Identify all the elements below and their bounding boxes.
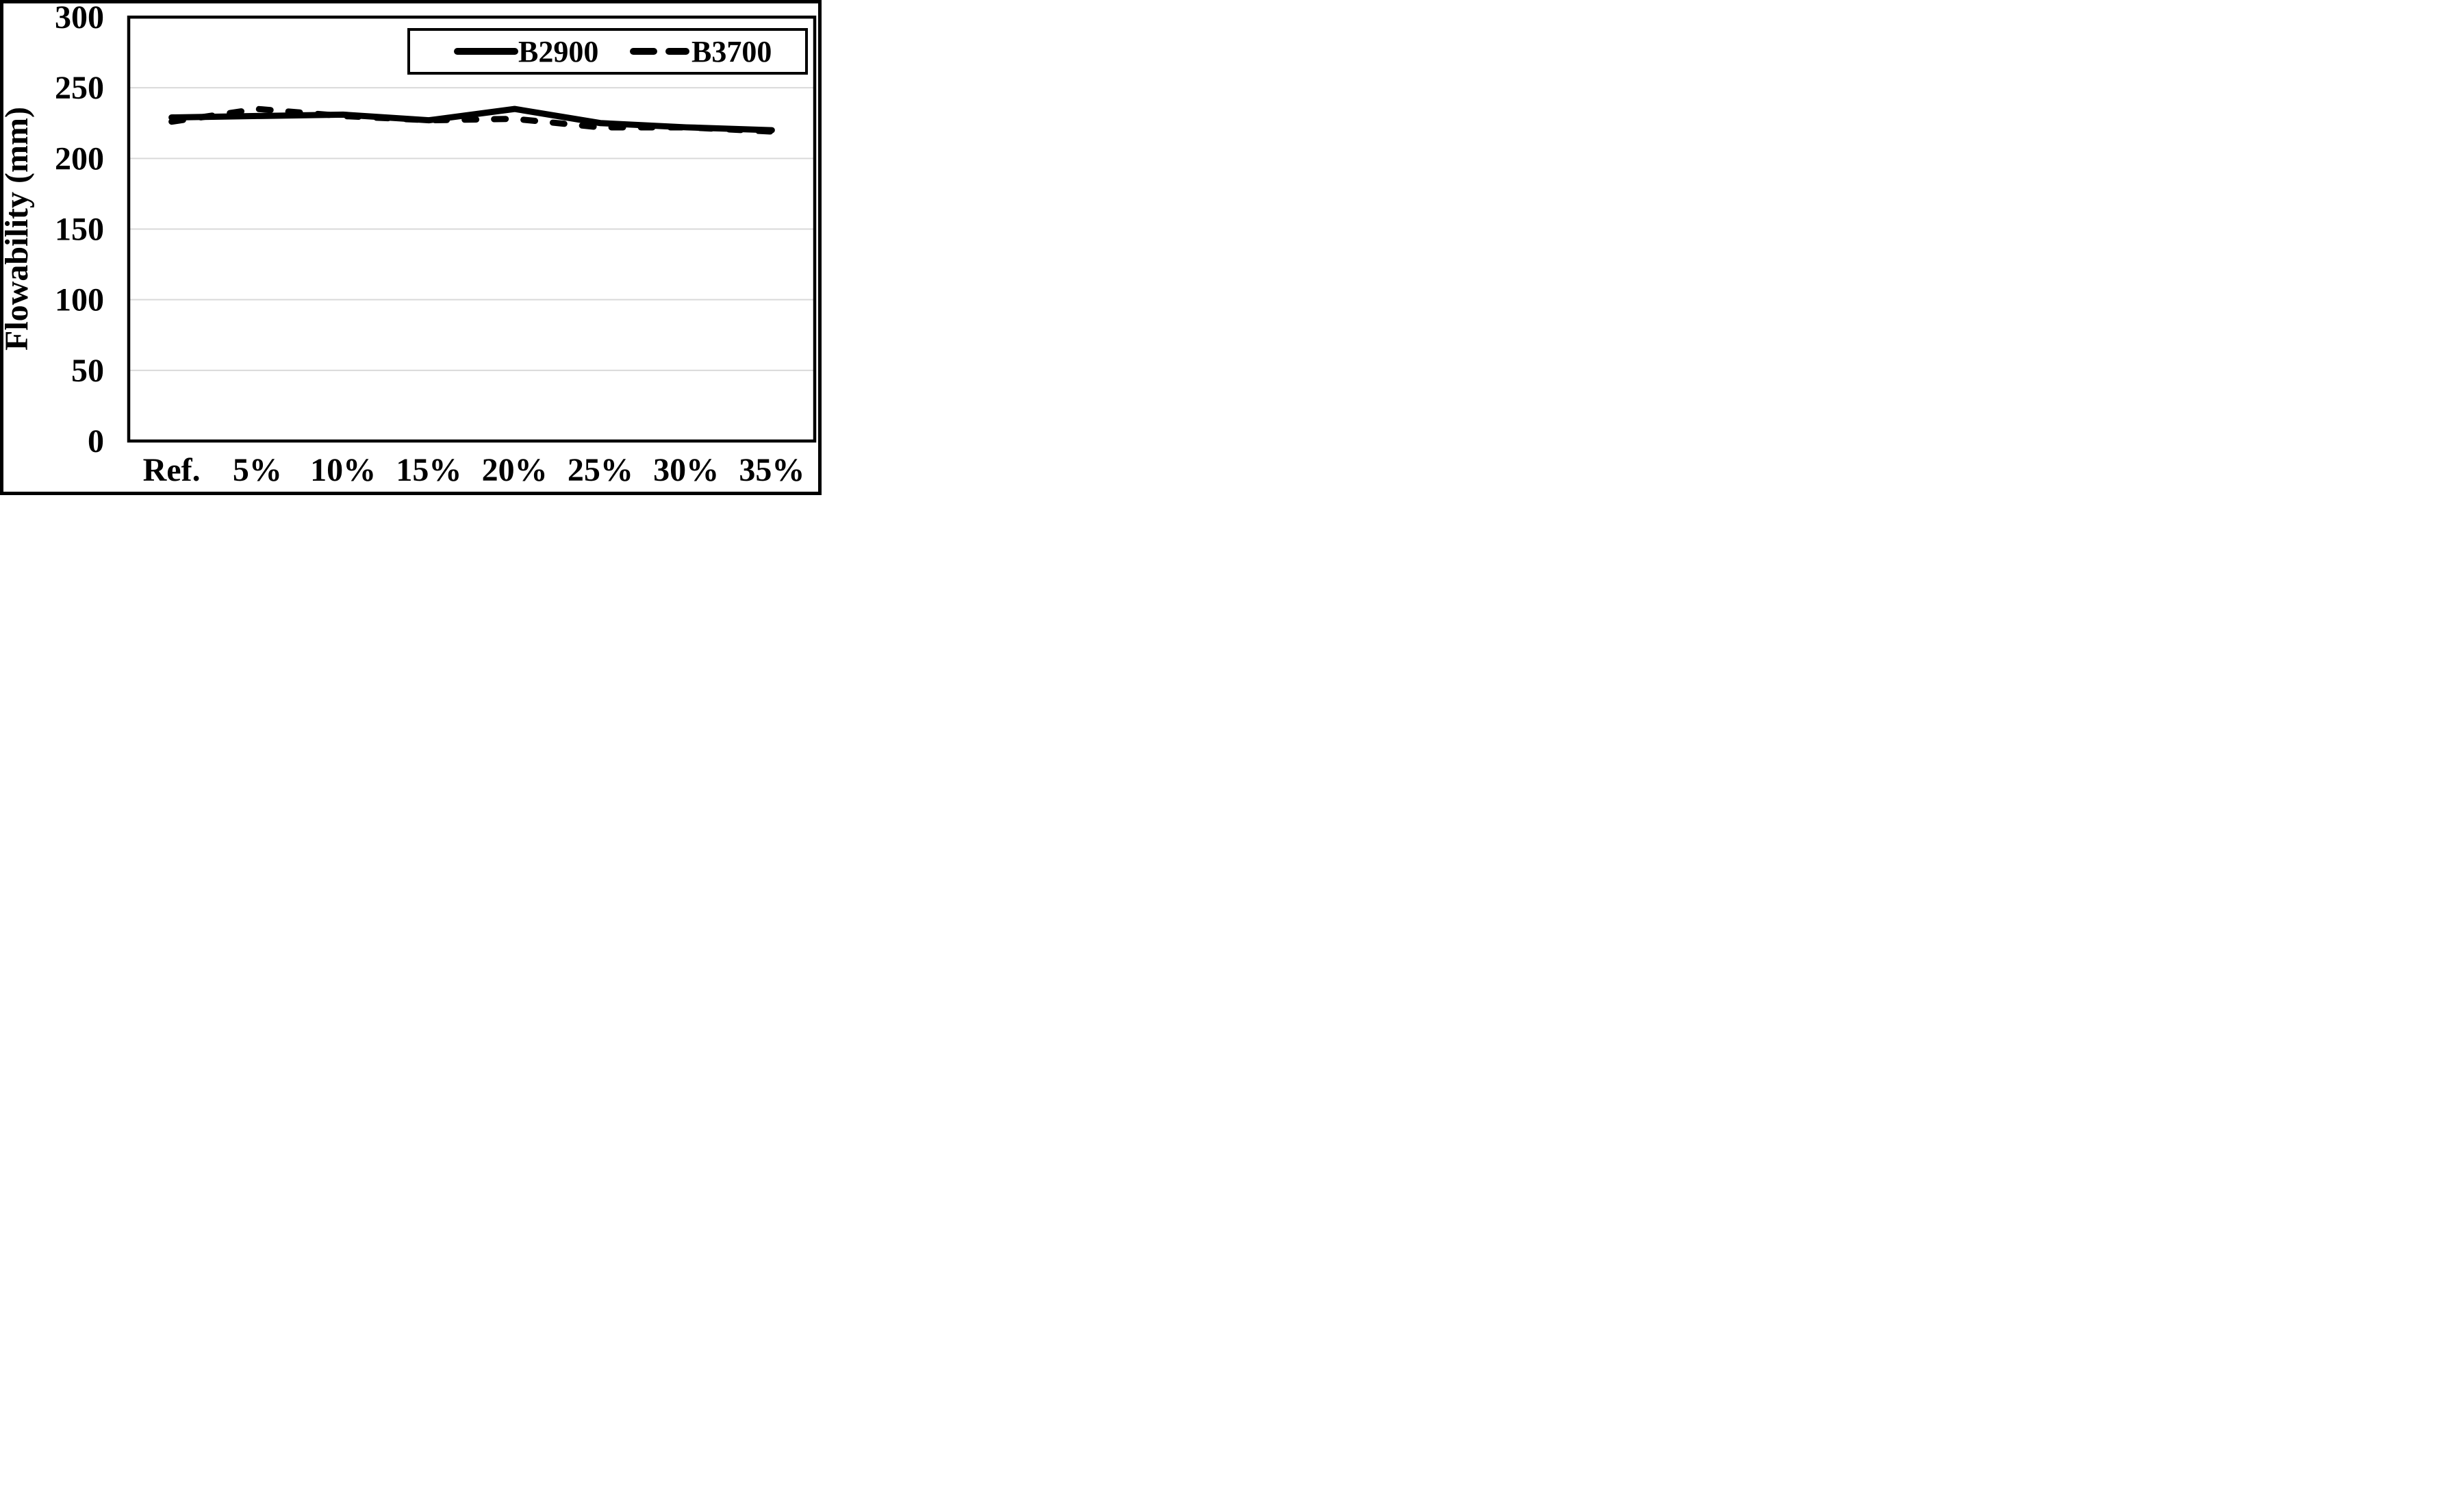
x-tick-label-6: 25% [568,452,633,488]
x-tick-label-2: 5% [233,452,282,488]
y-tick-label-150: 150 [55,212,104,248]
x-tick-label-5: 20% [482,452,548,488]
legend: B2900 B3700 [407,28,808,75]
x-tick-label-8: 35% [739,452,804,488]
flowability-line-chart: 300 250 200 150 100 50 0 Ref. 5% 10% 15% 20% 25% 30%… [0,0,822,495]
y-tick-label-200: 200 [55,140,104,177]
chart-background [0,0,822,495]
y-tick-label-250: 250 [55,70,104,106]
y-tick-label-300: 300 [55,0,104,36]
x-tick-label-1: Ref. [143,452,201,488]
chart-canvas: 300 250 200 150 100 50 0 Ref. 5% 10% 15% 20% 25% 30%… [0,0,822,495]
x-tick-label-7: 30% [653,452,719,488]
x-tick-label-3: 10% [310,452,376,488]
x-axis-category-labels: Ref. 5% 10% 15% 20% 25% 30% 35% [143,452,805,488]
y-axis-title: Flowability (mm) [0,107,35,351]
gridlines [129,87,815,371]
plot-area-border [127,15,817,443]
y-axis-tick-labels: 300 250 200 150 100 50 0 [55,0,104,459]
series-lines [168,105,775,135]
y-tick-label-50: 50 [71,353,104,389]
series-line-b3700 [168,105,775,135]
outer-frame [0,0,822,495]
y-tick-label-0: 0 [88,423,104,459]
x-tick-label-4: 15% [396,452,461,488]
legend-label-b3700: B3700 [691,35,772,68]
legend-label-b2900: B2900 [518,35,598,68]
y-tick-label-100: 100 [55,282,104,318]
